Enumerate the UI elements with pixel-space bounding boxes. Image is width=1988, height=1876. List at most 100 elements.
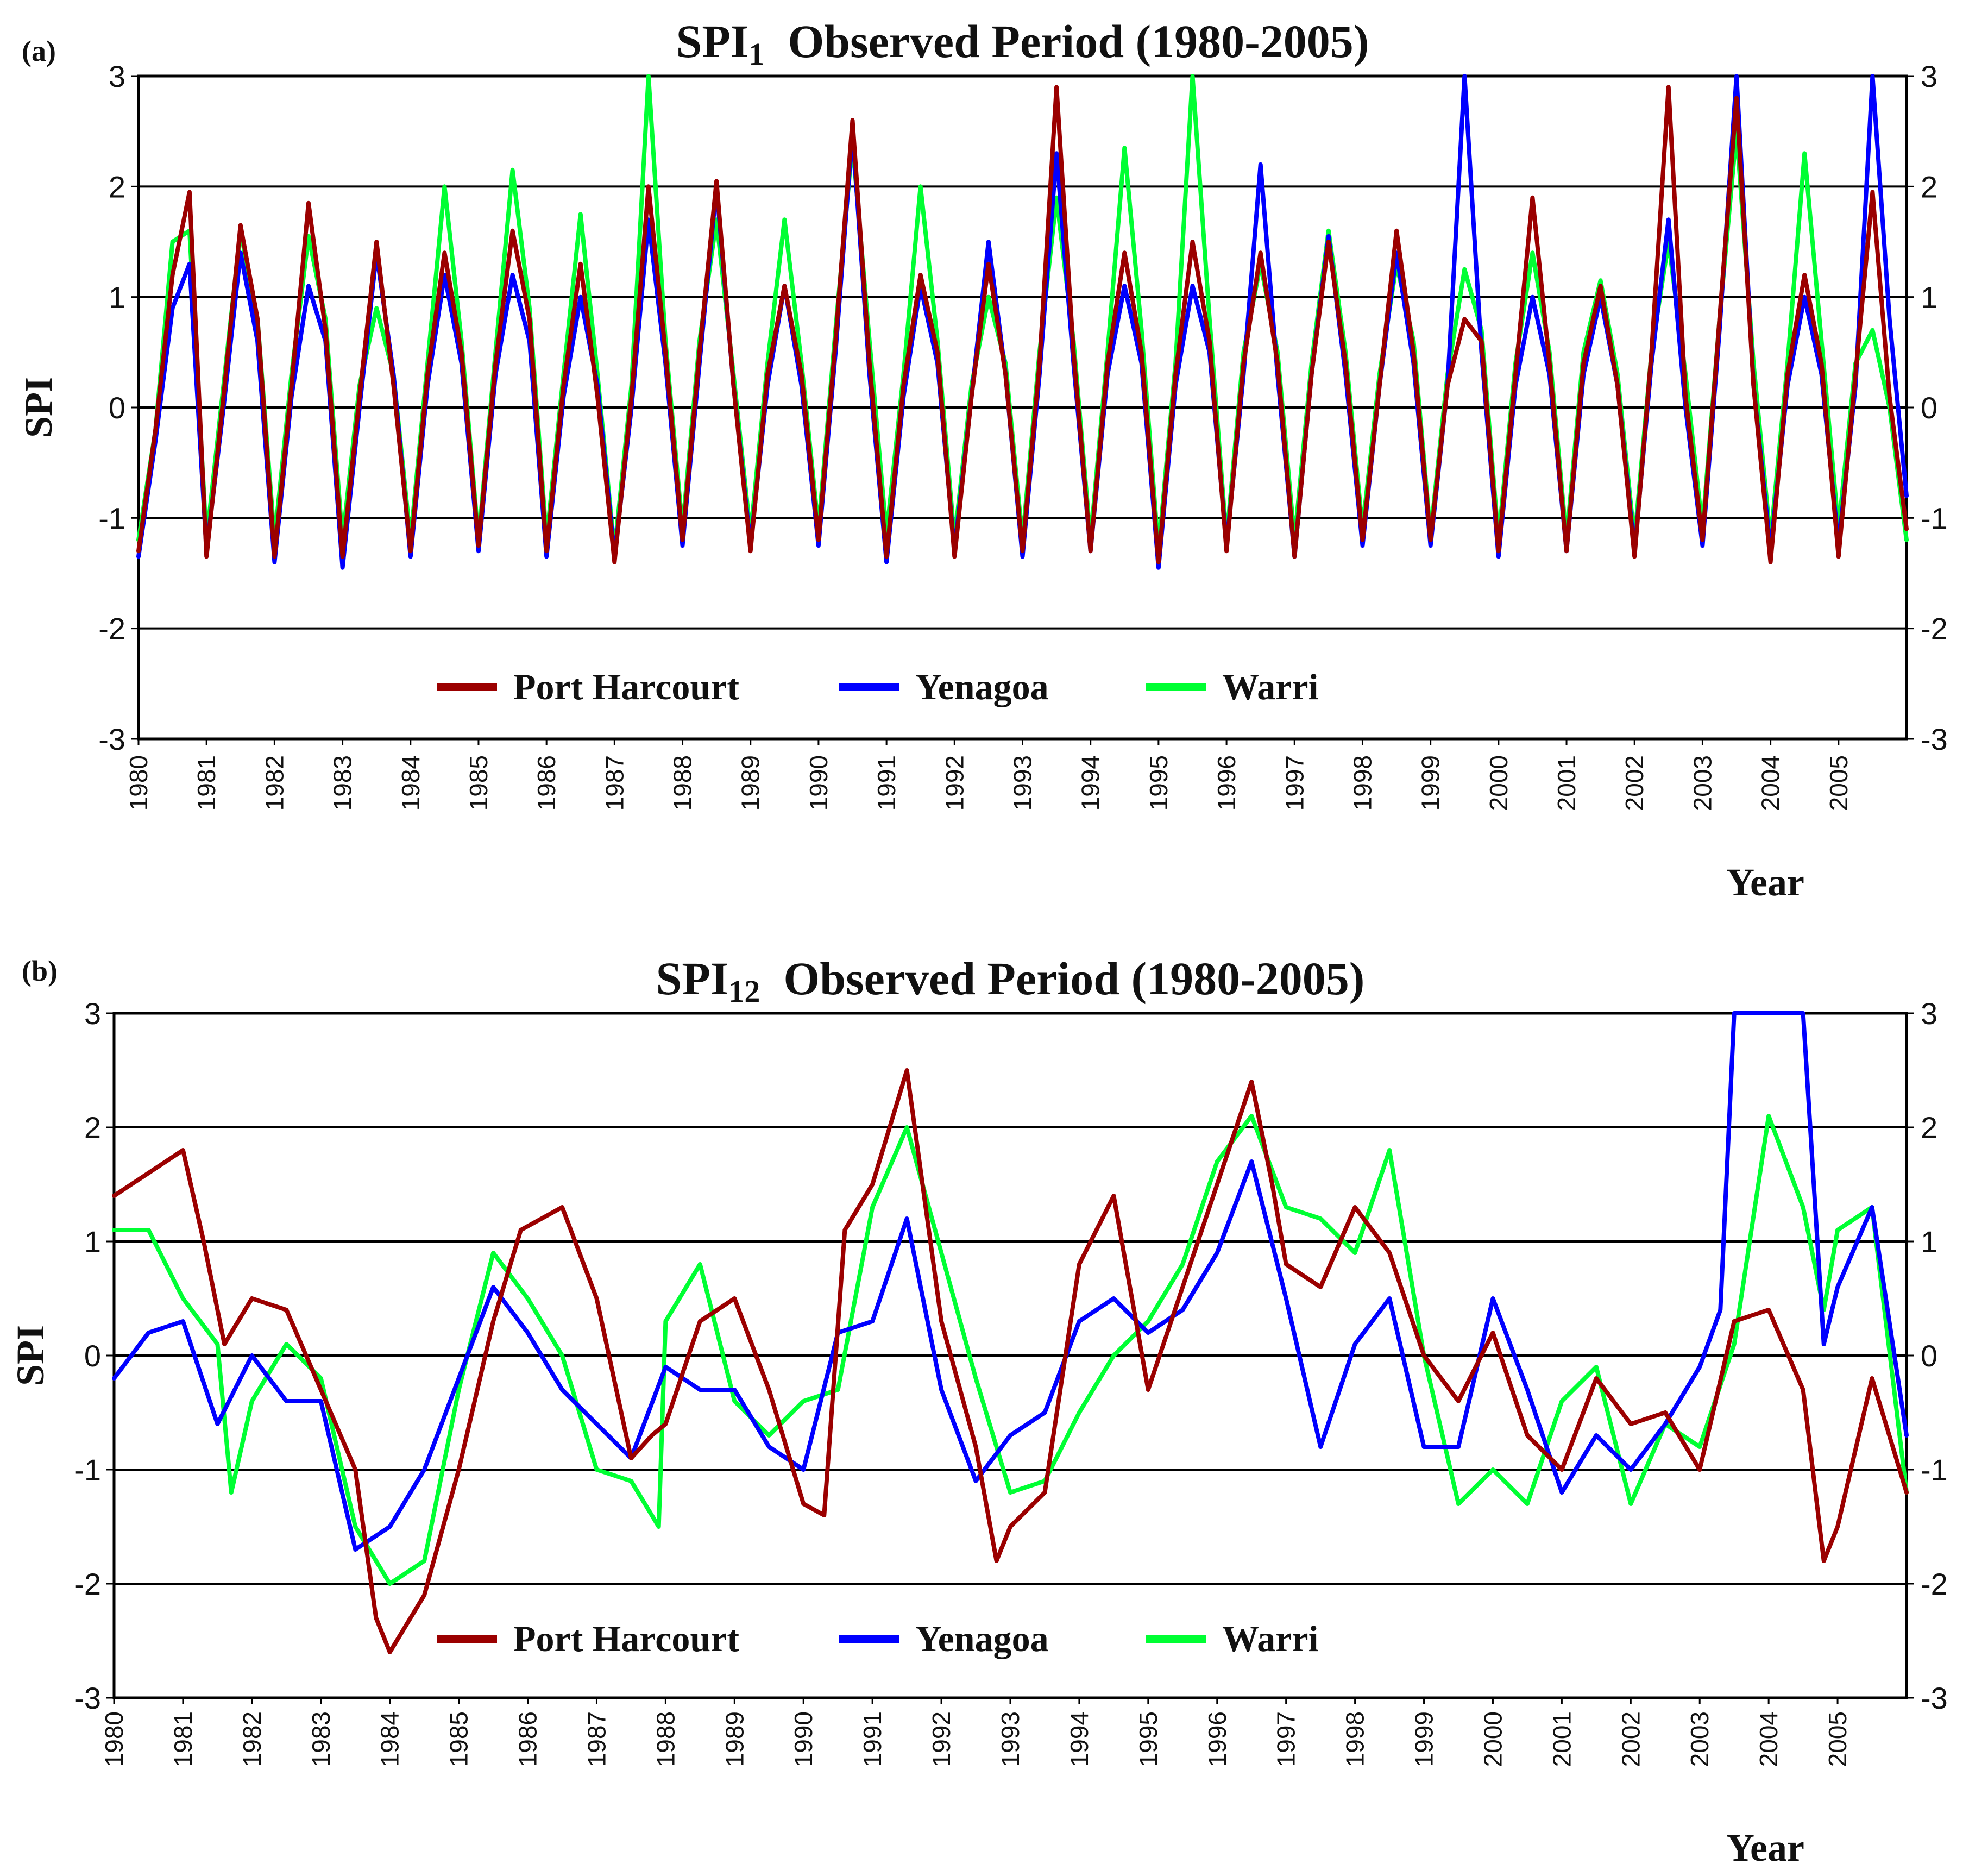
chart-title-rest: Observed Period (1980-2005) bbox=[764, 15, 1369, 67]
series-line-warri bbox=[112, 1114, 1909, 1586]
x-tick-label: 1989 bbox=[737, 755, 765, 811]
y-tick-label-left: -2 bbox=[98, 612, 125, 646]
x-tick-label: 2002 bbox=[1620, 755, 1649, 811]
chart-title-main: SPI bbox=[676, 15, 749, 67]
x-tick-label: 1990 bbox=[804, 755, 833, 811]
x-tick-label: 1982 bbox=[238, 1711, 266, 1767]
y-tick-label-left: 1 bbox=[109, 280, 125, 315]
chart-panel-a: (a) SPI1 Observed Period (1980-2005)-3 -3-… bbox=[17, 15, 1948, 904]
series-line-port-harcourt bbox=[112, 1068, 1909, 1654]
grid-lines bbox=[139, 75, 1907, 740]
grid-lines bbox=[114, 1012, 1907, 1699]
x-tick-label: 1992 bbox=[927, 1711, 955, 1767]
x-axis-ticks: 1980 1981 1982 1983 1984 1985 1986 1987 1988 1989… bbox=[124, 739, 1853, 811]
panel-letter: (a) bbox=[22, 35, 56, 67]
y-tick-label-right: -2 bbox=[1921, 612, 1948, 646]
x-tick-label: 1995 bbox=[1134, 1711, 1162, 1767]
x-tick-label: 2003 bbox=[1685, 1711, 1714, 1767]
chart-title-subscript: 1 bbox=[748, 36, 764, 72]
y-axis-title: SPI bbox=[9, 1325, 52, 1386]
x-tick-label: 1984 bbox=[397, 755, 425, 811]
x-tick-label: 1996 bbox=[1203, 1711, 1231, 1767]
y-tick-label-left: 1 bbox=[84, 1225, 101, 1259]
y-tick-label-right: -3 bbox=[1921, 722, 1948, 756]
y-tick-label-right: 2 bbox=[1921, 1110, 1937, 1145]
x-tick-label: 1997 bbox=[1280, 755, 1308, 811]
x-tick-label: 2002 bbox=[1616, 1711, 1645, 1767]
x-tick-label: 1995 bbox=[1144, 755, 1173, 811]
x-tick-label: 1985 bbox=[445, 1711, 473, 1767]
x-tick-label: 1988 bbox=[651, 1711, 680, 1767]
x-tick-label: 1998 bbox=[1348, 755, 1376, 811]
x-tick-label: 1986 bbox=[532, 755, 561, 811]
x-tick-label: 1992 bbox=[940, 755, 968, 811]
y-tick-label-right: -1 bbox=[1921, 1453, 1948, 1487]
y-tick-label-right: -1 bbox=[1921, 501, 1948, 535]
x-tick-label: 1999 bbox=[1417, 755, 1445, 811]
x-tick-label: 1985 bbox=[464, 755, 493, 811]
legend: Port Harcourt Yenagoa Warri bbox=[437, 1618, 1319, 1659]
y-tick-label-right: 3 bbox=[1921, 59, 1937, 93]
y-axis-ticks: -3 -3 -2 -2 -1 -1 0 0 1 1 2 2 3 3 bbox=[74, 996, 1948, 1715]
x-tick-label: 1987 bbox=[600, 755, 628, 811]
x-tick-label: 2003 bbox=[1688, 755, 1716, 811]
x-tick-label: 1993 bbox=[996, 1711, 1024, 1767]
x-tick-label: 2001 bbox=[1552, 755, 1581, 811]
legend-label-yenagoa: Yenagoa bbox=[915, 666, 1049, 707]
chart-title-main: SPI bbox=[656, 952, 729, 1005]
series-line-port-harcourt bbox=[136, 85, 1909, 564]
legend-label-port-harcourt: Port Harcourt bbox=[513, 666, 739, 707]
x-tick-label: 1983 bbox=[329, 755, 357, 811]
y-tick-label-left: 3 bbox=[84, 996, 101, 1031]
legend: Port Harcourt Yenagoa Warri bbox=[437, 666, 1319, 707]
x-tick-label: 1991 bbox=[858, 1711, 886, 1767]
y-tick-label-left: -3 bbox=[98, 722, 125, 756]
chart-title: SPI1 Observed Period (1980-2005) bbox=[676, 15, 1369, 72]
y-tick-label-left: -3 bbox=[74, 1681, 101, 1715]
x-tick-label: 1991 bbox=[872, 755, 901, 811]
y-tick-label-right: 1 bbox=[1921, 1225, 1937, 1259]
series-group bbox=[136, 74, 1909, 570]
x-tick-label: 1998 bbox=[1341, 1711, 1369, 1767]
x-tick-label: 1980 bbox=[100, 1711, 128, 1767]
y-tick-label-right: 3 bbox=[1921, 996, 1937, 1031]
x-tick-label: 1990 bbox=[789, 1711, 817, 1767]
chart-title-subscript: 12 bbox=[728, 974, 760, 1009]
chart-title: SPI12 Observed Period (1980-2005) bbox=[656, 952, 1365, 1009]
legend-label-warri: Warri bbox=[1222, 666, 1319, 707]
y-tick-label-right: 0 bbox=[1921, 1339, 1937, 1373]
x-tick-label: 1997 bbox=[1272, 1711, 1300, 1767]
series-group bbox=[112, 1011, 1909, 1654]
chart-title-rest: Observed Period (1980-2005) bbox=[760, 952, 1364, 1005]
x-tick-label: 1982 bbox=[260, 755, 288, 811]
legend-label-yenagoa: Yenagoa bbox=[915, 1618, 1049, 1659]
x-tick-label: 1994 bbox=[1077, 755, 1105, 811]
x-tick-label: 1981 bbox=[169, 1711, 197, 1767]
x-tick-label: 1988 bbox=[669, 755, 697, 811]
y-tick-label-left: 2 bbox=[84, 1110, 101, 1145]
x-axis-title: Year bbox=[1726, 1826, 1804, 1869]
y-tick-label-left: -2 bbox=[74, 1567, 101, 1601]
y-tick-label-right: 1 bbox=[1921, 280, 1937, 315]
legend-label-warri: Warri bbox=[1222, 1618, 1319, 1659]
x-axis-title: Year bbox=[1726, 861, 1804, 904]
x-tick-label: 1980 bbox=[124, 755, 153, 811]
x-tick-label: 2005 bbox=[1825, 755, 1853, 811]
y-axis-ticks: -3 -3 -2 -2 -1 -1 0 0 1 1 2 2 3 3 bbox=[98, 59, 1948, 756]
x-tick-label: 2004 bbox=[1754, 1711, 1783, 1767]
x-tick-label: 1989 bbox=[720, 1711, 748, 1767]
x-tick-label: 1994 bbox=[1065, 1711, 1093, 1767]
legend-label-port-harcourt: Port Harcourt bbox=[513, 1618, 739, 1659]
x-tick-label: 1984 bbox=[376, 1711, 404, 1767]
chart-panel-b: (b) SPI12 Observed Period (1980-2005)-3 -3… bbox=[9, 952, 1948, 1869]
x-tick-label: 1983 bbox=[307, 1711, 335, 1767]
x-tick-label: 2001 bbox=[1547, 1711, 1576, 1767]
y-tick-label-right: 0 bbox=[1921, 391, 1937, 425]
y-tick-label-left: -1 bbox=[74, 1453, 101, 1487]
x-tick-label: 2005 bbox=[1823, 1711, 1852, 1767]
y-tick-label-left: 2 bbox=[109, 170, 125, 204]
y-tick-label-right: -2 bbox=[1921, 1567, 1948, 1601]
x-axis-ticks: 1980 1981 1982 1983 1984 1985 1986 1987 1988 1989… bbox=[100, 1698, 1852, 1767]
x-tick-label: 1981 bbox=[192, 755, 221, 811]
